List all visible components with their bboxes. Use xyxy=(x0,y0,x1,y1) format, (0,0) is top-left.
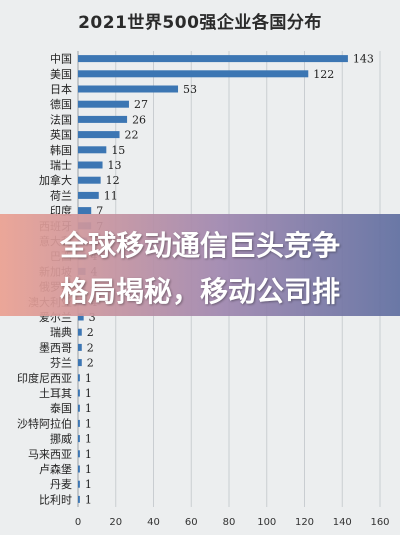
bar xyxy=(78,313,84,321)
category-label: 美国 xyxy=(50,68,72,81)
category-label: 比利时 xyxy=(39,493,72,506)
value-label: 1 xyxy=(85,433,92,446)
bar xyxy=(78,495,80,503)
value-label: 27 xyxy=(134,98,148,111)
bar xyxy=(78,480,80,488)
bar xyxy=(78,374,80,382)
bar xyxy=(78,115,128,123)
bar xyxy=(78,100,129,108)
x-tick-label: 20 xyxy=(109,517,122,528)
value-label: 3 xyxy=(89,311,96,324)
bar xyxy=(78,465,80,473)
value-label: 15 xyxy=(111,144,125,157)
category-label: 瑞士 xyxy=(50,158,72,172)
value-label: 143 xyxy=(353,53,374,66)
x-tick-label: 80 xyxy=(223,517,236,528)
headline-banner xyxy=(0,214,400,316)
category-label: 挪威 xyxy=(50,432,72,446)
bar xyxy=(78,131,120,139)
category-label: 瑞典 xyxy=(50,325,72,339)
bar xyxy=(78,343,82,351)
chart-title: 2021世界500强企业各国分布 xyxy=(78,13,322,33)
category-label: 泰国 xyxy=(50,401,72,415)
bar xyxy=(78,146,107,154)
category-label: 荷兰 xyxy=(50,189,72,202)
category-label: 韩国 xyxy=(50,143,72,157)
x-tick-label: 60 xyxy=(185,517,198,528)
value-label: 22 xyxy=(125,129,139,142)
category-label: 土耳其 xyxy=(39,387,72,400)
category-label: 英国 xyxy=(50,128,72,142)
headline-line-2: 格局揭秘，移动公司排 xyxy=(59,275,340,308)
category-label: 墨西哥 xyxy=(39,341,72,354)
bar xyxy=(78,450,80,458)
category-label: 芬兰 xyxy=(50,357,72,370)
value-label: 7 xyxy=(96,205,103,218)
category-label: 法国 xyxy=(50,112,72,126)
bar xyxy=(78,435,80,443)
value-label: 2 xyxy=(87,326,94,339)
bar xyxy=(78,176,101,184)
x-tick-label: 0 xyxy=(75,517,81,528)
category-label: 日本 xyxy=(50,82,72,96)
x-axis-ticks: 0 20 40 60 80 100 120 140 160 xyxy=(75,517,390,528)
value-label: 1 xyxy=(85,372,92,385)
value-label: 11 xyxy=(104,189,118,202)
value-label: 122 xyxy=(313,68,334,81)
value-label: 1 xyxy=(85,493,92,506)
category-label: 德国 xyxy=(50,97,72,111)
value-label: 1 xyxy=(85,448,92,461)
x-tick-label: 120 xyxy=(295,517,314,528)
x-tick-label: 100 xyxy=(257,517,276,528)
headline-line-1: 全球移动通信巨头竞争 xyxy=(59,229,340,262)
bar xyxy=(78,359,82,367)
bars xyxy=(78,55,348,503)
value-label: 1 xyxy=(85,387,92,400)
bar xyxy=(78,419,80,427)
category-label: 卢森堡 xyxy=(39,462,72,476)
x-tick-label: 140 xyxy=(333,517,352,528)
x-tick-label: 160 xyxy=(370,517,389,528)
value-label: 12 xyxy=(106,174,120,187)
value-label: 13 xyxy=(108,159,122,172)
value-label: 1 xyxy=(85,402,92,415)
category-label: 印度尼西亚 xyxy=(17,371,72,385)
value-label: 26 xyxy=(132,113,146,126)
bar xyxy=(78,55,348,63)
bar xyxy=(78,389,80,397)
x-tick-label: 40 xyxy=(147,517,160,528)
bar xyxy=(78,207,92,215)
value-label: 1 xyxy=(85,463,92,476)
category-label: 加拿大 xyxy=(39,173,72,187)
category-label: 丹麦 xyxy=(50,478,72,491)
bar xyxy=(78,70,309,78)
category-label: 沙特阿拉伯 xyxy=(17,416,72,430)
category-label: 中国 xyxy=(50,53,72,66)
value-label: 1 xyxy=(85,478,92,491)
value-label: 2 xyxy=(87,357,94,370)
category-label: 马来西亚 xyxy=(28,448,72,461)
bar xyxy=(78,161,103,169)
value-label: 53 xyxy=(183,83,197,96)
bar xyxy=(78,85,179,93)
value-label: 1 xyxy=(85,417,92,430)
bar xyxy=(78,328,82,336)
bar xyxy=(78,404,80,412)
value-label: 2 xyxy=(87,341,94,354)
bar xyxy=(78,191,99,199)
